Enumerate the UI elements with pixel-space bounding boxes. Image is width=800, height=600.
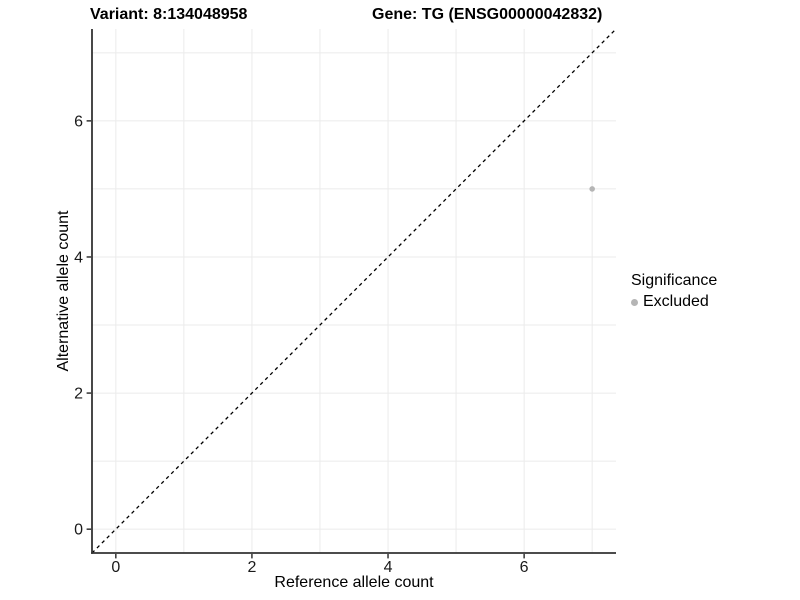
legend-item-label: Excluded [643, 293, 709, 310]
x-tick-label: 0 [111, 559, 120, 576]
x-tick-label: 2 [247, 559, 256, 576]
y-tick-label: 6 [74, 113, 83, 130]
x-tick-label: 6 [520, 559, 529, 576]
legend-point-icon [631, 298, 638, 306]
legend: Significance Excluded [631, 272, 717, 311]
legend-title: Significance [631, 272, 718, 289]
data-point [589, 186, 595, 192]
y-tick-label: 0 [74, 522, 83, 539]
gene-title: Gene: TG (ENSG00000042832) [372, 6, 603, 23]
identity-line [91, 28, 617, 554]
legend-item-excluded: Excluded [631, 293, 717, 311]
x-axis-label: Reference allele count [274, 574, 434, 591]
y-tick-label: 2 [74, 386, 83, 403]
x-tick-label: 4 [384, 559, 393, 576]
y-tick-label: 4 [74, 249, 83, 266]
y-axis-label: Alternative allele count [55, 210, 72, 372]
variant-title: Variant: 8:134048958 [90, 6, 248, 23]
